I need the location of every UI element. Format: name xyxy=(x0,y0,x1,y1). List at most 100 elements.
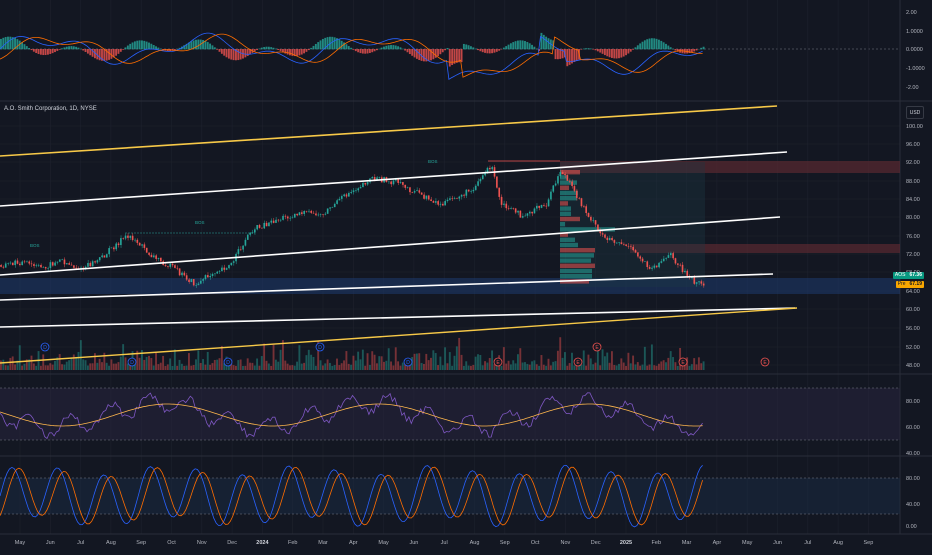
candle-body xyxy=(402,182,404,185)
price-tick-label: 88.00 xyxy=(906,179,920,185)
volume-bar xyxy=(334,365,336,370)
volume-bar xyxy=(517,354,519,370)
volume-bar xyxy=(92,363,94,370)
macd-histogram-bar xyxy=(157,48,159,50)
time-label: Aug xyxy=(470,540,480,546)
macd-histogram-bar xyxy=(16,39,18,49)
volume-bar xyxy=(390,361,392,370)
candle-body xyxy=(357,188,359,190)
last-price-value: 67.36 xyxy=(909,272,922,278)
volume-profile-bar xyxy=(560,191,578,195)
candle-body xyxy=(289,218,291,219)
candle-body xyxy=(623,244,625,245)
time-label: Jul xyxy=(441,540,448,546)
volume-bar xyxy=(416,354,418,370)
candle-body xyxy=(571,182,573,186)
volume-bar xyxy=(75,357,77,370)
macd-histogram-bar xyxy=(89,49,91,55)
candle-body xyxy=(308,211,310,212)
volume-bar xyxy=(505,364,507,370)
time-label: Apr xyxy=(349,540,358,546)
macd-histogram-bar xyxy=(143,41,145,49)
candle-body xyxy=(71,265,73,266)
stoch-tick-label: 0.00 xyxy=(906,524,917,530)
rsi-pane[interactable] xyxy=(0,388,900,440)
macd-histogram-bar xyxy=(428,49,430,61)
volume-bar xyxy=(635,364,637,370)
price-tick-label: 56.00 xyxy=(906,326,920,332)
macd-histogram-bar xyxy=(656,39,658,49)
macd-histogram-bar xyxy=(134,41,136,49)
volume-bar xyxy=(465,361,467,370)
candle-body xyxy=(139,243,141,246)
volume-bar xyxy=(395,347,397,370)
candle-body xyxy=(144,244,146,247)
candle-body xyxy=(200,281,202,284)
macd-histogram-bar xyxy=(595,49,597,50)
macd-histogram-bar xyxy=(508,45,510,50)
volume-bar xyxy=(280,350,282,370)
candle-body xyxy=(348,193,350,197)
macd-histogram-bar xyxy=(536,49,538,50)
event-marker-label: D xyxy=(318,345,322,351)
candle-body xyxy=(510,208,512,209)
demand-zone xyxy=(0,278,900,294)
macd-histogram-bar xyxy=(301,49,303,55)
volume-bar xyxy=(472,365,474,370)
volume-bar xyxy=(477,354,479,370)
volume-bar xyxy=(660,361,662,370)
candle-body xyxy=(19,264,21,265)
volume-bar xyxy=(150,358,152,370)
candle-body xyxy=(698,281,700,282)
event-marker-label: D xyxy=(226,360,230,366)
candle-body xyxy=(193,279,195,285)
candle-body xyxy=(693,277,695,283)
macd-histogram-bar xyxy=(209,44,211,50)
volume-bar xyxy=(397,361,399,370)
candle-body xyxy=(456,198,458,199)
macd-histogram-bar xyxy=(390,45,392,49)
candle-body xyxy=(451,198,453,199)
candle-body xyxy=(322,214,324,215)
macd-histogram-bar xyxy=(306,49,308,52)
candle-body xyxy=(87,263,89,267)
candle-body xyxy=(581,198,583,206)
volume-bar xyxy=(179,360,181,370)
candle-body xyxy=(184,273,186,276)
candle-body xyxy=(491,167,493,169)
volume-bar xyxy=(501,366,503,370)
macd-histogram-bar xyxy=(197,39,199,49)
candle-body xyxy=(66,263,68,264)
candle-body xyxy=(534,209,536,214)
volume-bar xyxy=(345,351,347,370)
volume-bar xyxy=(82,359,84,370)
candle-body xyxy=(548,199,550,206)
macd-histogram-bar xyxy=(400,47,402,49)
time-label: Apr xyxy=(713,540,722,546)
volume-bar xyxy=(106,363,108,370)
macd-histogram-bar xyxy=(150,44,152,50)
macd-histogram-bar xyxy=(132,42,134,49)
candle-body xyxy=(327,209,329,214)
volume-bar xyxy=(2,360,4,370)
volume-bar xyxy=(329,363,331,370)
volume-bar xyxy=(9,358,11,370)
volume-bar xyxy=(524,362,526,370)
volume-profile-bar xyxy=(560,222,565,226)
candle-body xyxy=(68,263,70,265)
volume-bar xyxy=(642,365,644,370)
candle-body xyxy=(287,217,289,219)
macd-histogram-bar xyxy=(498,49,500,51)
currency-button[interactable]: USD xyxy=(906,106,924,119)
macd-histogram-bar xyxy=(623,49,625,57)
macd-histogram-bar xyxy=(2,38,4,49)
candle-body xyxy=(437,201,439,205)
volume-bar xyxy=(143,360,145,370)
volume-bar xyxy=(583,350,585,370)
candle-body xyxy=(233,261,235,263)
candle-body xyxy=(672,253,674,258)
volume-bar xyxy=(71,357,73,370)
